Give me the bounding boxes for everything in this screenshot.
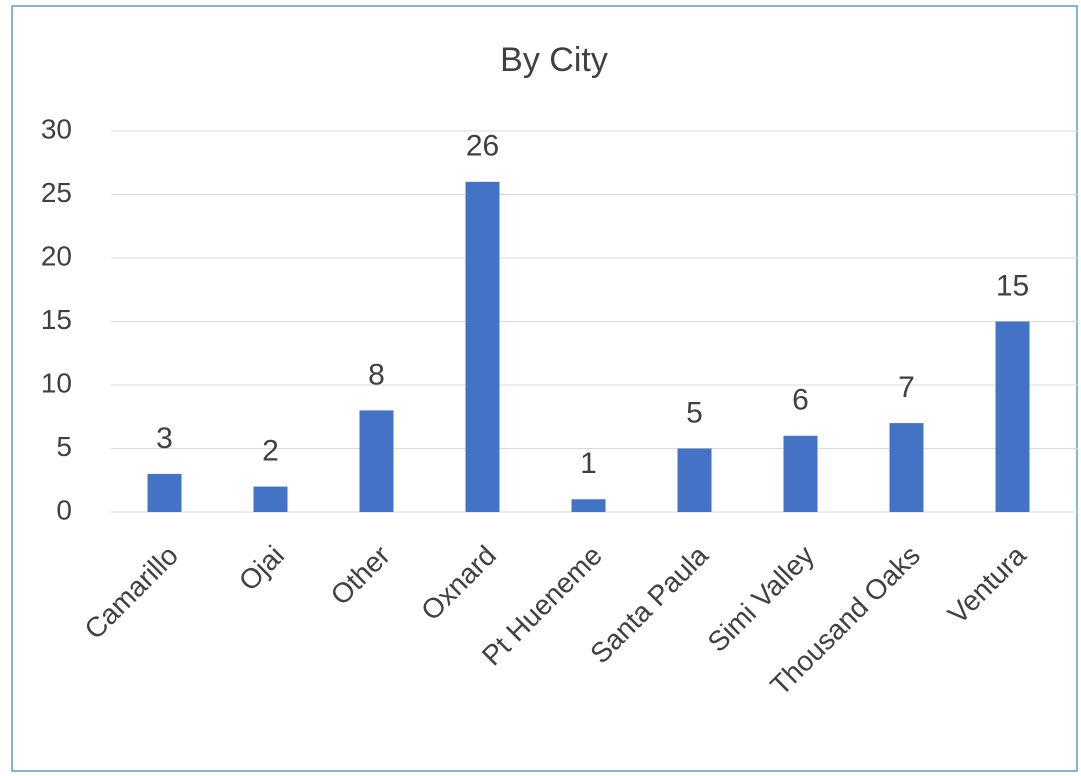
chart-border xyxy=(11,5,1078,772)
bar xyxy=(889,423,924,512)
data-label: 1 xyxy=(580,447,597,480)
bar xyxy=(677,448,712,512)
y-tick-label: 15 xyxy=(41,304,72,335)
y-tick-label: 0 xyxy=(56,494,72,525)
data-label: 6 xyxy=(792,384,809,417)
data-label: 8 xyxy=(368,358,385,391)
y-tick-label: 20 xyxy=(41,240,72,271)
bar xyxy=(359,410,394,512)
bar xyxy=(783,435,818,512)
data-label: 26 xyxy=(466,130,499,163)
y-tick-label: 30 xyxy=(41,113,72,144)
data-label: 7 xyxy=(898,371,915,404)
y-tick-label: 10 xyxy=(41,367,72,398)
bar xyxy=(253,486,288,512)
bar xyxy=(465,181,500,513)
data-label: 3 xyxy=(156,422,173,455)
y-tick-label: 25 xyxy=(41,177,72,208)
bar xyxy=(995,321,1030,512)
data-label: 5 xyxy=(686,396,703,429)
bar xyxy=(147,473,182,512)
chart-title: By City xyxy=(500,41,608,79)
bar xyxy=(571,499,606,512)
data-label: 15 xyxy=(996,269,1029,302)
data-label: 2 xyxy=(262,435,279,468)
y-tick-label: 5 xyxy=(56,431,72,462)
